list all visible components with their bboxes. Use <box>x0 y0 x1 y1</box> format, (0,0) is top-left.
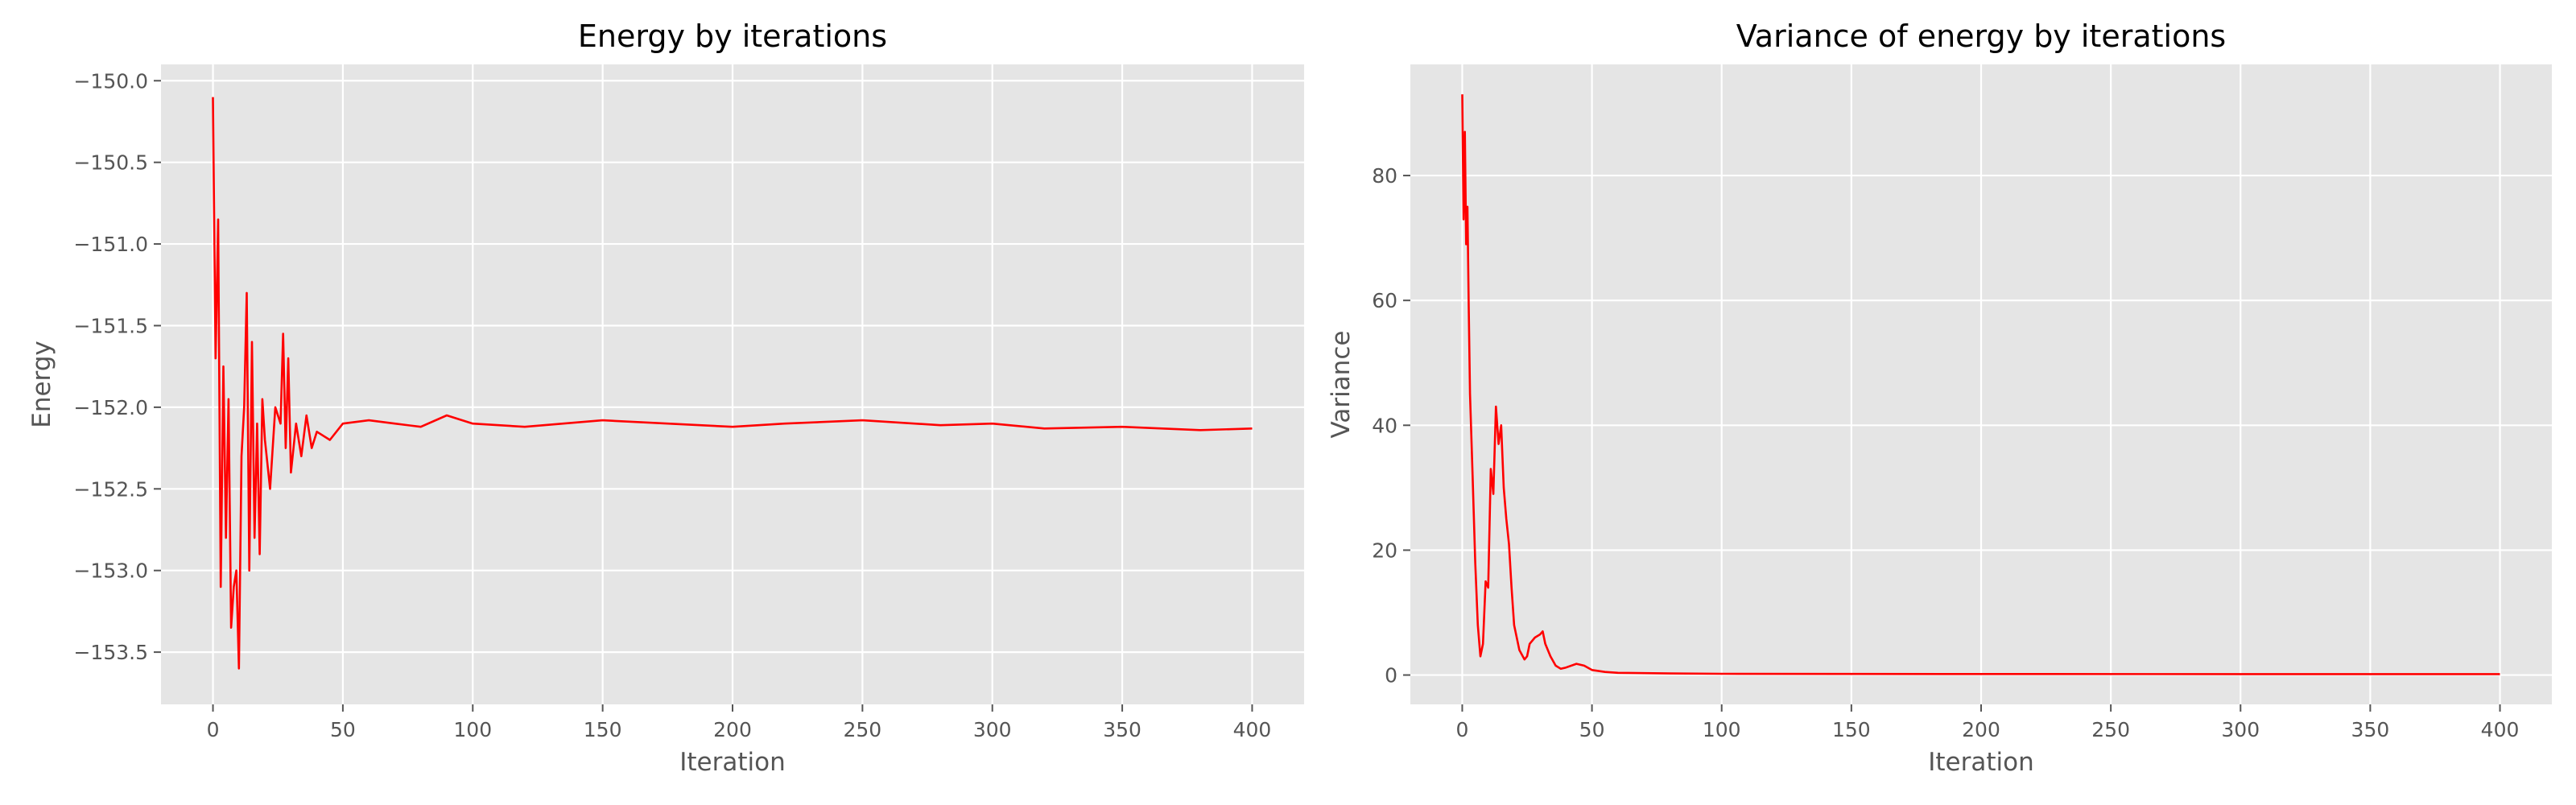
x-tick-label: 400 <box>1233 718 1272 741</box>
x-tick-label: 200 <box>713 718 752 741</box>
x-tick-label: 50 <box>330 718 356 741</box>
y-tick-label: −152.5 <box>73 477 148 501</box>
x-tick-label: 0 <box>207 718 220 741</box>
x-tick-label: 200 <box>1962 718 2000 741</box>
y-tick-label: 80 <box>1372 164 1397 188</box>
x-tick-label: 150 <box>584 718 622 741</box>
x-tick-label: 250 <box>844 718 882 741</box>
x-tick-label: 50 <box>1579 718 1605 741</box>
x-tick-label: 100 <box>453 718 492 741</box>
y-tick-label: −151.0 <box>73 233 148 256</box>
series-line-0 <box>1461 94 2500 675</box>
y-tick-label: 40 <box>1372 414 1397 437</box>
chart-title: Variance of energy by iterations <box>1736 19 2226 54</box>
variance-chart: 0 50 100 150 200 250 300 350 400 0 20 40 60 80 Varianc… <box>1327 19 2552 777</box>
series-line-0 <box>212 97 1253 670</box>
x-axis-label: Iteration <box>1928 748 2034 777</box>
x-tick-label: 0 <box>1456 718 1469 741</box>
x-tick-label: 300 <box>973 718 1012 741</box>
y-tick-label: −150.5 <box>73 151 148 175</box>
x-tick-label: 350 <box>2351 718 2390 741</box>
x-tick-label: 100 <box>1703 718 1741 741</box>
y-tick-label: 60 <box>1372 289 1397 312</box>
y-tick-label: −150.0 <box>73 69 148 93</box>
x-tick-label: 150 <box>1832 718 1871 741</box>
y-tick-label: 0 <box>1385 664 1397 687</box>
y-tick-label: −151.5 <box>73 314 148 337</box>
x-tick-label: 400 <box>2481 718 2520 741</box>
x-axis-label: Iteration <box>679 748 786 777</box>
x-tick-label: 350 <box>1103 718 1141 741</box>
x-tick-label: 250 <box>2091 718 2130 741</box>
y-axis-label: Variance <box>1327 331 1356 439</box>
chart-title: Energy by iterations <box>578 19 887 54</box>
y-tick-label: −152.0 <box>73 396 148 419</box>
energy-chart: 0 50 100 150 200 250 300 350 400 −150.0 −150.5 −151… <box>27 19 1304 777</box>
y-tick-label: −153.0 <box>73 559 148 583</box>
y-tick-label: 20 <box>1372 539 1397 562</box>
y-tick-label: −153.5 <box>73 641 148 664</box>
y-axis-label: Energy <box>27 341 56 428</box>
x-tick-label: 300 <box>2221 718 2260 741</box>
